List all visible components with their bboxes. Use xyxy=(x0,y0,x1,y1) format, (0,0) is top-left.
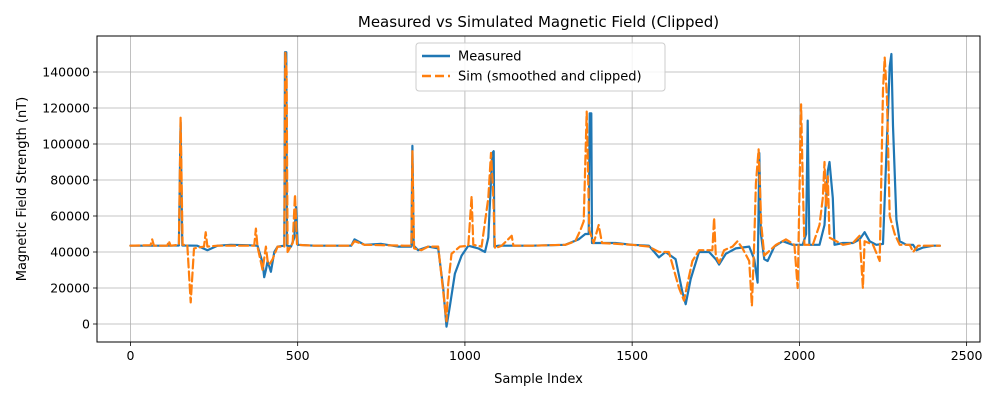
x-tick-label: 1000 xyxy=(449,348,481,363)
x-tick-label: 500 xyxy=(286,348,310,363)
y-tick-label: 60000 xyxy=(50,209,90,224)
y-tick-label: 100000 xyxy=(42,137,90,152)
series-line-sim xyxy=(129,51,941,323)
legend-label-measured: Measured xyxy=(458,50,522,65)
chart-title: Measured vs Simulated Magnetic Field (Cl… xyxy=(358,13,719,31)
y-tick-label: 120000 xyxy=(42,101,90,116)
legend-label-sim: Sim (smoothed and clipped) xyxy=(458,70,642,85)
x-tick-label: 2500 xyxy=(951,348,983,363)
y-tick-label: 140000 xyxy=(42,65,90,80)
y-tick-label: 80000 xyxy=(50,173,90,188)
y-axis-label: Magnetic Field Strength (nT) xyxy=(15,97,30,282)
x-tick-label: 1500 xyxy=(616,348,648,363)
plot-series xyxy=(129,51,941,328)
y-tick-label: 20000 xyxy=(50,281,90,296)
y-tick-label: 0 xyxy=(82,317,90,332)
y-tick-label: 40000 xyxy=(50,245,90,260)
legend-box xyxy=(415,42,666,92)
plot-area-frame xyxy=(96,35,981,343)
x-tick-label: 0 xyxy=(126,348,134,363)
y-axis-ticks: 0 20000 40000 60000 80000 100000 120000 140000 xyxy=(42,65,97,332)
x-axis-ticks: 0 500 1000 1500 2000 2500 xyxy=(126,342,983,363)
x-axis-label: Sample Index xyxy=(494,372,583,387)
x-tick-label: 2000 xyxy=(783,348,815,363)
legend: Measured Sim (smoothed and clipped) xyxy=(415,42,666,92)
